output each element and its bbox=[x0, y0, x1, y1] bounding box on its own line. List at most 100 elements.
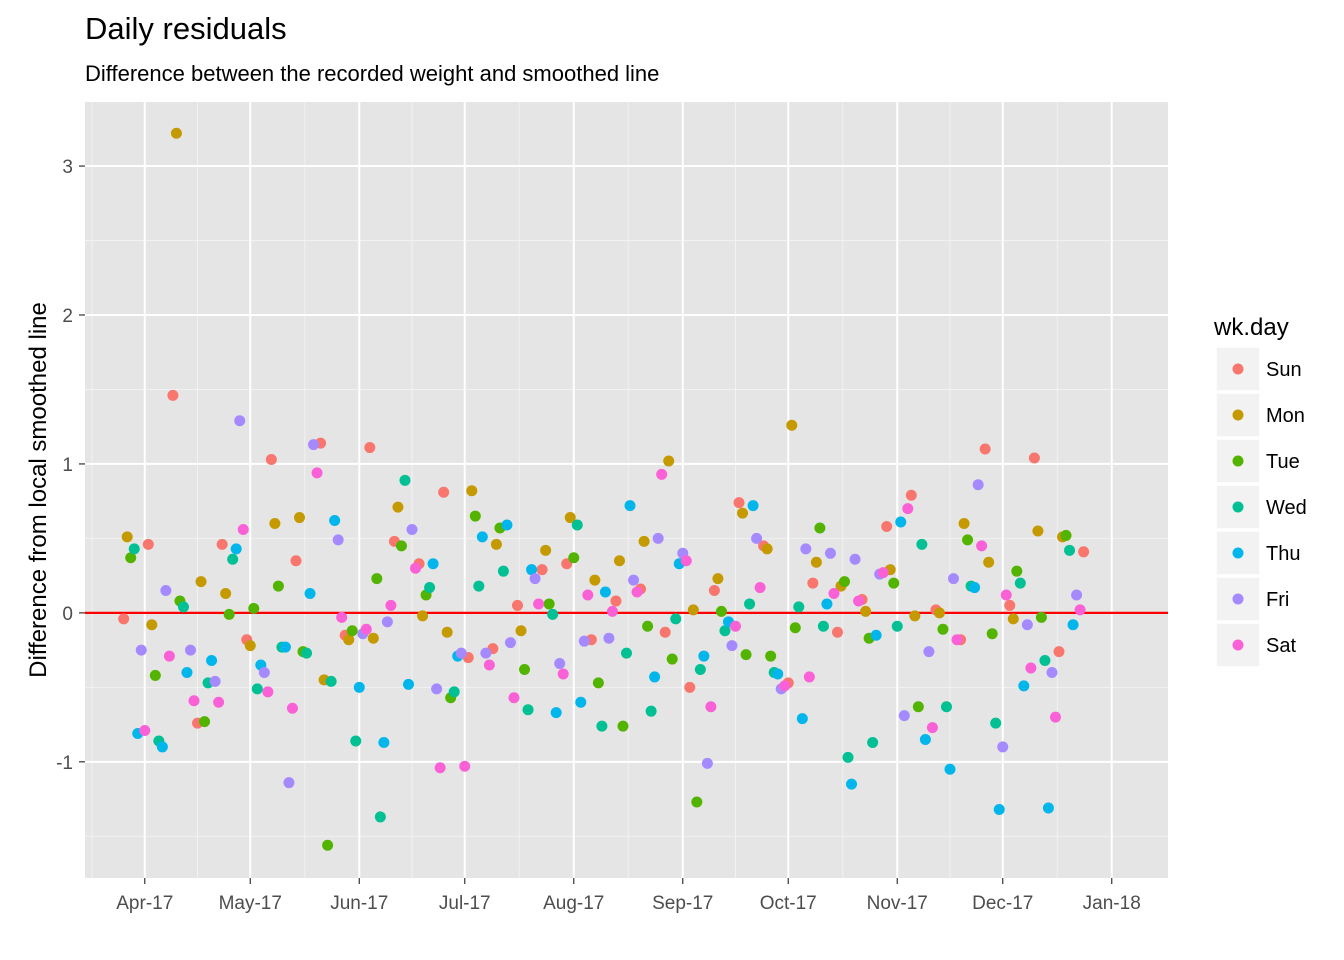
legend-swatch-wed bbox=[1232, 501, 1244, 513]
point-sat bbox=[680, 555, 692, 567]
point-tue bbox=[199, 716, 211, 728]
point-sun bbox=[290, 555, 302, 567]
point-fri bbox=[554, 658, 566, 670]
point-sat bbox=[188, 695, 200, 707]
point-sat bbox=[213, 696, 225, 708]
point-wed bbox=[522, 704, 534, 716]
point-tue bbox=[888, 577, 900, 589]
point-mon bbox=[860, 605, 872, 617]
legend-swatch-thu bbox=[1232, 547, 1244, 559]
point-sat bbox=[1000, 589, 1012, 601]
point-tue bbox=[1011, 565, 1023, 577]
point-sat bbox=[410, 562, 422, 574]
point-fri bbox=[160, 585, 172, 597]
point-fri bbox=[455, 647, 467, 659]
point-fri bbox=[603, 632, 615, 644]
point-sat bbox=[828, 588, 840, 600]
point-sat bbox=[606, 605, 618, 617]
point-wed bbox=[497, 565, 509, 577]
point-mon bbox=[638, 535, 650, 547]
point-fri bbox=[332, 534, 344, 546]
point-thu bbox=[993, 803, 1005, 815]
legend-label-thu: Thu bbox=[1266, 543, 1300, 565]
point-thu bbox=[156, 741, 168, 753]
x-tick-label: Sep-17 bbox=[652, 893, 713, 914]
chart-title: Daily residuals bbox=[85, 11, 287, 46]
point-wed bbox=[621, 647, 632, 659]
point-wed bbox=[1014, 577, 1026, 589]
legend-label-tue: Tue bbox=[1266, 451, 1300, 473]
point-mon bbox=[195, 576, 207, 588]
point-sat bbox=[360, 623, 372, 635]
point-tue bbox=[125, 552, 137, 564]
point-fri bbox=[652, 532, 664, 544]
point-wed bbox=[374, 811, 386, 823]
point-fri bbox=[997, 741, 1009, 753]
point-tue bbox=[839, 576, 851, 588]
point-fri bbox=[1046, 666, 1058, 678]
y-tick-label: 3 bbox=[62, 157, 73, 178]
point-thu bbox=[181, 666, 193, 678]
point-fri bbox=[406, 523, 418, 535]
point-mon bbox=[687, 604, 699, 616]
point-tue bbox=[469, 510, 481, 522]
point-mon bbox=[293, 512, 305, 524]
point-wed bbox=[670, 613, 682, 625]
point-sat bbox=[582, 589, 594, 601]
point-thu bbox=[796, 713, 808, 725]
point-thu bbox=[353, 681, 365, 693]
point-mon bbox=[441, 626, 453, 638]
point-thu bbox=[870, 629, 882, 641]
point-sat bbox=[902, 503, 914, 515]
point-sun bbox=[905, 489, 917, 501]
point-thu bbox=[329, 515, 341, 527]
point-fri bbox=[898, 710, 910, 722]
point-sat bbox=[311, 467, 323, 479]
point-mon bbox=[663, 455, 675, 467]
point-thu bbox=[919, 733, 931, 745]
point-mon bbox=[564, 512, 576, 524]
point-tue bbox=[986, 628, 998, 640]
point-sun bbox=[1028, 452, 1040, 464]
point-mon bbox=[737, 507, 749, 519]
point-sun bbox=[979, 443, 991, 455]
legend-label-sun: Sun bbox=[1266, 359, 1302, 381]
point-sun bbox=[265, 453, 277, 465]
point-sat bbox=[705, 701, 717, 713]
point-sun bbox=[684, 681, 696, 693]
point-thu bbox=[206, 655, 218, 667]
point-sat bbox=[533, 598, 545, 610]
point-fri bbox=[480, 647, 492, 659]
point-tue bbox=[962, 534, 974, 546]
point-thu bbox=[895, 516, 907, 528]
point-tue bbox=[543, 598, 555, 610]
point-mon bbox=[417, 610, 429, 622]
point-sun bbox=[708, 585, 720, 597]
point-thu bbox=[427, 558, 439, 570]
point-fri bbox=[578, 635, 590, 647]
point-fri bbox=[504, 637, 516, 649]
point-fri bbox=[849, 553, 861, 565]
point-fri bbox=[209, 675, 221, 687]
point-sat bbox=[976, 540, 988, 552]
point-tue bbox=[789, 622, 801, 634]
point-sat bbox=[139, 725, 151, 737]
point-fri bbox=[726, 640, 738, 652]
point-thu bbox=[649, 671, 661, 683]
x-tick-label: Oct-17 bbox=[760, 893, 817, 914]
point-tue bbox=[642, 620, 654, 632]
point-sat bbox=[557, 668, 569, 680]
point-wed bbox=[251, 683, 263, 695]
point-sun bbox=[807, 577, 819, 589]
legend-swatch-mon bbox=[1232, 409, 1244, 421]
point-mon bbox=[810, 556, 822, 568]
point-tue bbox=[691, 796, 703, 808]
point-wed bbox=[990, 717, 1002, 729]
gridlines bbox=[85, 102, 1168, 878]
point-fri bbox=[628, 574, 640, 586]
point-sat bbox=[803, 671, 815, 683]
point-tue bbox=[765, 650, 777, 662]
point-fri bbox=[1071, 589, 1083, 601]
y-tick-label: 1 bbox=[62, 455, 73, 476]
point-sat bbox=[926, 722, 938, 734]
